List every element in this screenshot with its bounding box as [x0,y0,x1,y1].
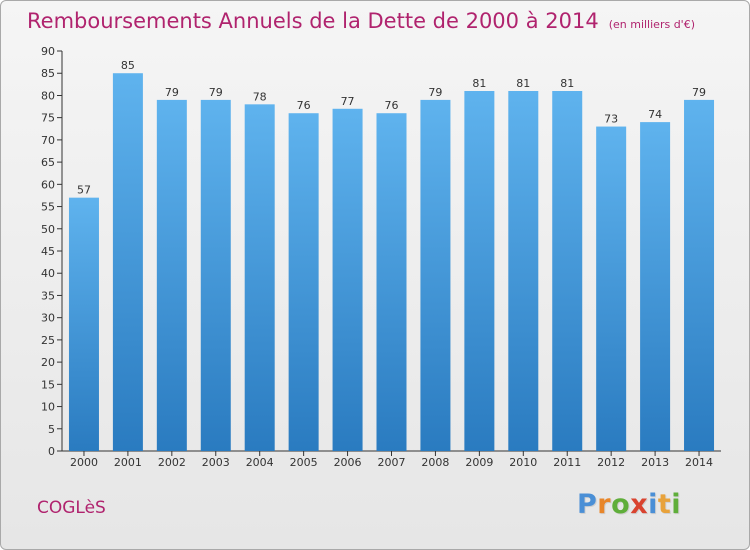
x-tick-label: 2013 [641,456,669,469]
bar-2009 [464,91,495,451]
y-tick-label: 40 [41,267,55,280]
x-tick-label: 2001 [114,456,142,469]
x-tick-label: 2012 [597,456,625,469]
y-tick-label: 5 [48,423,55,436]
x-tick-label: 2007 [378,456,406,469]
y-tick-label: 30 [41,312,55,325]
x-tick-label: 2006 [334,456,362,469]
y-tick-label: 75 [41,112,55,125]
y-tick-label: 55 [41,201,55,214]
x-tick-label: 2009 [465,456,493,469]
bar-value-label: 81 [560,77,574,90]
y-tick-label: 25 [41,334,55,347]
logo-letter: o [611,489,631,520]
y-tick-label: 85 [41,67,55,80]
logo-letter: r [597,489,612,520]
unit-label: (en milliers d'€) [608,18,695,31]
logo-letter: x [630,489,649,520]
logo-letter: t [657,489,672,520]
y-tick-label: 20 [41,356,55,369]
bar-2002 [156,99,187,451]
bar-2011 [552,91,583,451]
y-axis: 0 5 10 15 20 25 30 35 40 45 50 55 60 65 70 75 80 85 90 [41,45,63,458]
y-tick-label: 0 [48,445,55,458]
bar-value-label: 81 [472,77,486,90]
proxiti-logo: Proxiti [577,489,681,520]
x-tick-label: 2003 [202,456,230,469]
y-tick-label: 10 [41,401,55,414]
bar-2005 [288,113,319,451]
bar-2000 [68,197,99,451]
bar-value-label: 81 [516,77,530,90]
y-tick-label: 45 [41,245,55,258]
bar-2008 [420,99,451,451]
y-tick-label: 60 [41,178,55,191]
bar-value-label: 79 [692,86,706,99]
y-tick-label: 90 [41,45,55,58]
y-tick-label: 35 [41,289,55,302]
logo-letter: i [671,489,682,520]
bar-value-label: 85 [121,59,135,72]
bar-value-label: 76 [385,99,399,112]
bar-2004 [244,104,275,451]
bar-value-label: 79 [209,86,223,99]
bar-value-label: 77 [341,95,355,108]
x-tick-label: 2010 [509,456,537,469]
x-tick-label: 2002 [158,456,186,469]
bar-2003 [200,99,231,451]
y-tick-label: 70 [41,134,55,147]
y-tick-label: 65 [41,156,55,169]
bar-2007 [376,113,407,451]
x-tick-label: 2014 [685,456,713,469]
bar-value-label: 57 [77,184,91,197]
x-tick-label: 2008 [421,456,449,469]
chart-title: Remboursements Annuels de la Dette de 20… [27,9,695,33]
bar-value-label: 73 [604,113,618,126]
x-axis: 2000 2001 2002 2003 2004 2005 2006 2007 2008 2009… [62,450,721,469]
bar-2013 [640,122,671,451]
bar-2010 [508,91,539,451]
y-tick-label: 80 [41,89,55,102]
x-tick-label: 2004 [246,456,274,469]
logo-letter: i [648,489,658,520]
bar-2006 [332,108,363,452]
bars: 57 85 79 79 78 76 77 76 79 81 81 81 73 74 79 [68,59,715,452]
y-tick-label: 50 [41,223,55,236]
logo-letter: P [577,489,598,520]
x-tick-label: 2005 [290,456,318,469]
bar-value-label: 79 [165,86,179,99]
x-tick-label: 2000 [70,456,98,469]
commune-name: COGLèS [37,498,106,518]
bar-value-label: 74 [648,108,662,121]
y-tick-label: 15 [41,378,55,391]
bar-value-label: 76 [297,99,311,112]
bar-2012 [596,126,627,452]
chart-title-text: Remboursements Annuels de la Dette de 20… [27,9,599,33]
x-tick-label: 2011 [553,456,581,469]
bar-2001 [112,73,143,451]
bar-2014 [684,99,715,451]
bar-value-label: 78 [253,90,267,103]
bar-value-label: 79 [428,86,442,99]
